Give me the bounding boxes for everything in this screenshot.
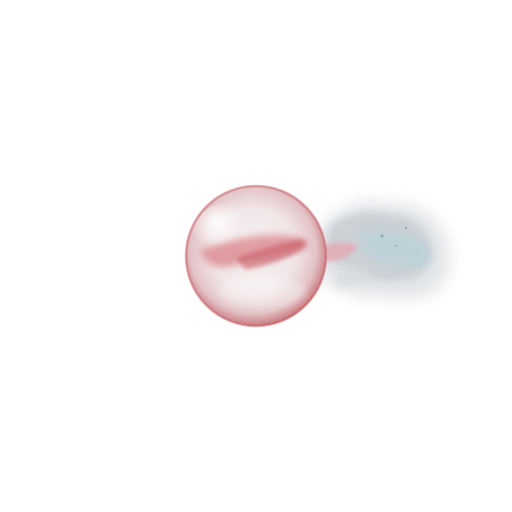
smoke-speck	[395, 245, 397, 247]
orb-highlight	[192, 202, 272, 270]
smoke-trail	[318, 201, 451, 300]
orb	[184, 184, 328, 328]
smoke-speck	[404, 226, 408, 230]
smoke-speck	[380, 234, 384, 238]
